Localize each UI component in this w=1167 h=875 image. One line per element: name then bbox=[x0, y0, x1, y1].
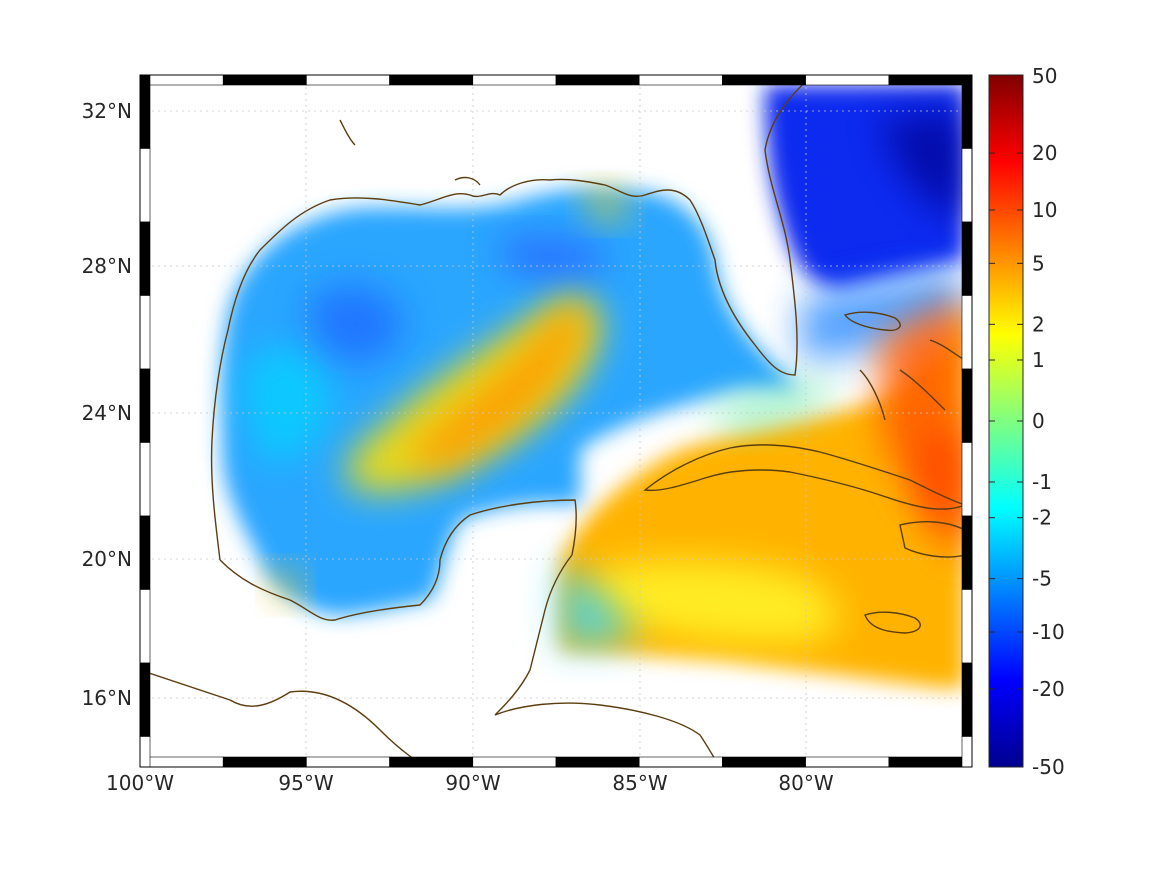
frame-segment bbox=[222, 756, 307, 768]
frame-segment bbox=[961, 442, 973, 517]
lat-tick-label: 32°N bbox=[82, 99, 132, 123]
lat-tick-label: 16°N bbox=[82, 686, 132, 710]
frame-segment bbox=[722, 74, 806, 86]
frame-segment bbox=[961, 515, 973, 590]
frame-segment bbox=[139, 295, 151, 370]
frame-segment bbox=[722, 756, 806, 768]
frame-segment bbox=[139, 589, 151, 664]
colorbar-tick-label: 5 bbox=[1032, 251, 1045, 275]
colorbar-tick-label: 10 bbox=[1032, 198, 1057, 222]
frame-segment bbox=[555, 74, 640, 86]
frame-segment bbox=[961, 74, 973, 149]
frame-segment bbox=[961, 662, 973, 737]
lon-tick-label: 80°W bbox=[778, 771, 833, 795]
frame-segment bbox=[139, 74, 224, 86]
frame-segment bbox=[961, 368, 973, 443]
frame-segment bbox=[888, 74, 973, 86]
frame-segment bbox=[306, 756, 390, 768]
longitude-labels: 100°W 95°W 90°W 85°W 80°W bbox=[106, 771, 834, 795]
frame-segment bbox=[139, 442, 151, 517]
lat-tick-label: 28°N bbox=[82, 254, 132, 278]
frame-segment bbox=[961, 295, 973, 370]
colorbar-tick-label: -2 bbox=[1032, 506, 1052, 530]
frame-segment bbox=[306, 74, 390, 86]
colorbar-tick-label: 1 bbox=[1032, 348, 1045, 372]
frame-segment bbox=[472, 756, 557, 768]
frame-segment bbox=[805, 74, 890, 86]
lat-tick-label: 24°N bbox=[82, 401, 132, 425]
frame-segment bbox=[888, 756, 973, 768]
frame-segment bbox=[222, 74, 307, 86]
frame-segment bbox=[389, 74, 474, 86]
colorbar-tick-label: -5 bbox=[1032, 567, 1052, 591]
frame-segment bbox=[805, 756, 890, 768]
colorbar-tick-label: -1 bbox=[1032, 470, 1052, 494]
frame-segment bbox=[139, 221, 151, 296]
frame-segment bbox=[638, 756, 723, 768]
frame-segment bbox=[961, 589, 973, 664]
frame-segment bbox=[961, 148, 973, 223]
colorbar-tick-label: -10 bbox=[1032, 620, 1065, 644]
colorbar-tick-label: 0 bbox=[1032, 409, 1045, 433]
data-field bbox=[221, 85, 965, 688]
colorbar-tick-label: 20 bbox=[1032, 141, 1057, 165]
frame-segment bbox=[638, 74, 723, 86]
frame-segment bbox=[555, 756, 640, 768]
frame-segment bbox=[139, 148, 151, 223]
frame-segment bbox=[389, 756, 474, 768]
frame-segment bbox=[139, 662, 151, 737]
frame-segment bbox=[139, 74, 151, 149]
colorbar-tick-label: -50 bbox=[1032, 755, 1065, 779]
frame-segment bbox=[472, 74, 557, 86]
frame-segment bbox=[139, 736, 151, 768]
colorbar-tick-label: -20 bbox=[1032, 677, 1065, 701]
lon-tick-label: 95°W bbox=[278, 771, 333, 795]
latitude-labels: 32°N 28°N 24°N 20°N 16°N bbox=[82, 99, 132, 710]
frame-segment bbox=[961, 221, 973, 296]
map-frame bbox=[139, 74, 973, 768]
frame-segment bbox=[961, 736, 973, 768]
lon-tick-label: 100°W bbox=[106, 771, 174, 795]
frame-segment bbox=[139, 368, 151, 443]
frame-segment bbox=[139, 756, 224, 768]
lat-tick-label: 20°N bbox=[82, 547, 132, 571]
frame-segment bbox=[139, 515, 151, 590]
lon-tick-label: 90°W bbox=[445, 771, 500, 795]
lon-tick-label: 85°W bbox=[612, 771, 667, 795]
colorbar-tick-label: 50 bbox=[1032, 64, 1057, 88]
colorbar-tick-label: 2 bbox=[1032, 312, 1045, 336]
